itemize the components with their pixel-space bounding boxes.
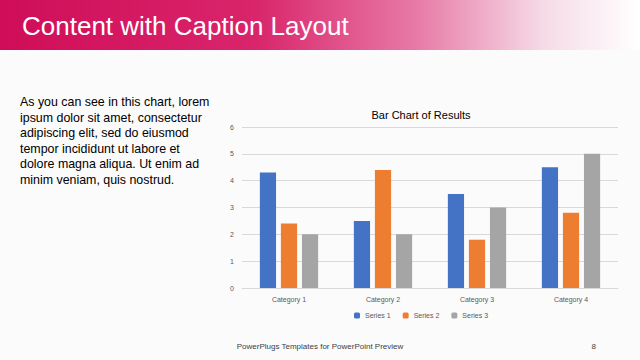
html-text:Content with Caption Layout: Content with Caption Layout bbox=[22, 11, 349, 41]
svg-text:Series 1: Series 1 bbox=[365, 312, 391, 319]
svg-text:0: 0 bbox=[230, 285, 234, 292]
html-text:PowerPlugs Templates for Power: PowerPlugs Templates for PowerPoint Prev… bbox=[236, 342, 404, 351]
svg-text:4: 4 bbox=[230, 177, 234, 184]
html-text:As you can see in this chart,: As you can see in this chart, lorem ipsu… bbox=[20, 95, 210, 187]
svg-text:1: 1 bbox=[230, 258, 234, 265]
svg-text:Category 4: Category 4 bbox=[554, 296, 588, 304]
svg-text:Category 1: Category 1 bbox=[272, 296, 306, 304]
svg-text:Bar Chart of Results: Bar Chart of Results bbox=[371, 109, 471, 121]
svg-text:3: 3 bbox=[230, 204, 234, 211]
svg-text:2: 2 bbox=[230, 231, 234, 238]
svg-text:5: 5 bbox=[230, 150, 234, 157]
svg-text:6: 6 bbox=[230, 124, 234, 131]
svg-text:Series 2: Series 2 bbox=[414, 312, 440, 319]
svg-text:Category 2: Category 2 bbox=[366, 296, 400, 304]
html-text:8: 8 bbox=[591, 342, 596, 351]
svg-text:Series 3: Series 3 bbox=[462, 312, 488, 319]
svg-text:Category 3: Category 3 bbox=[460, 296, 494, 304]
